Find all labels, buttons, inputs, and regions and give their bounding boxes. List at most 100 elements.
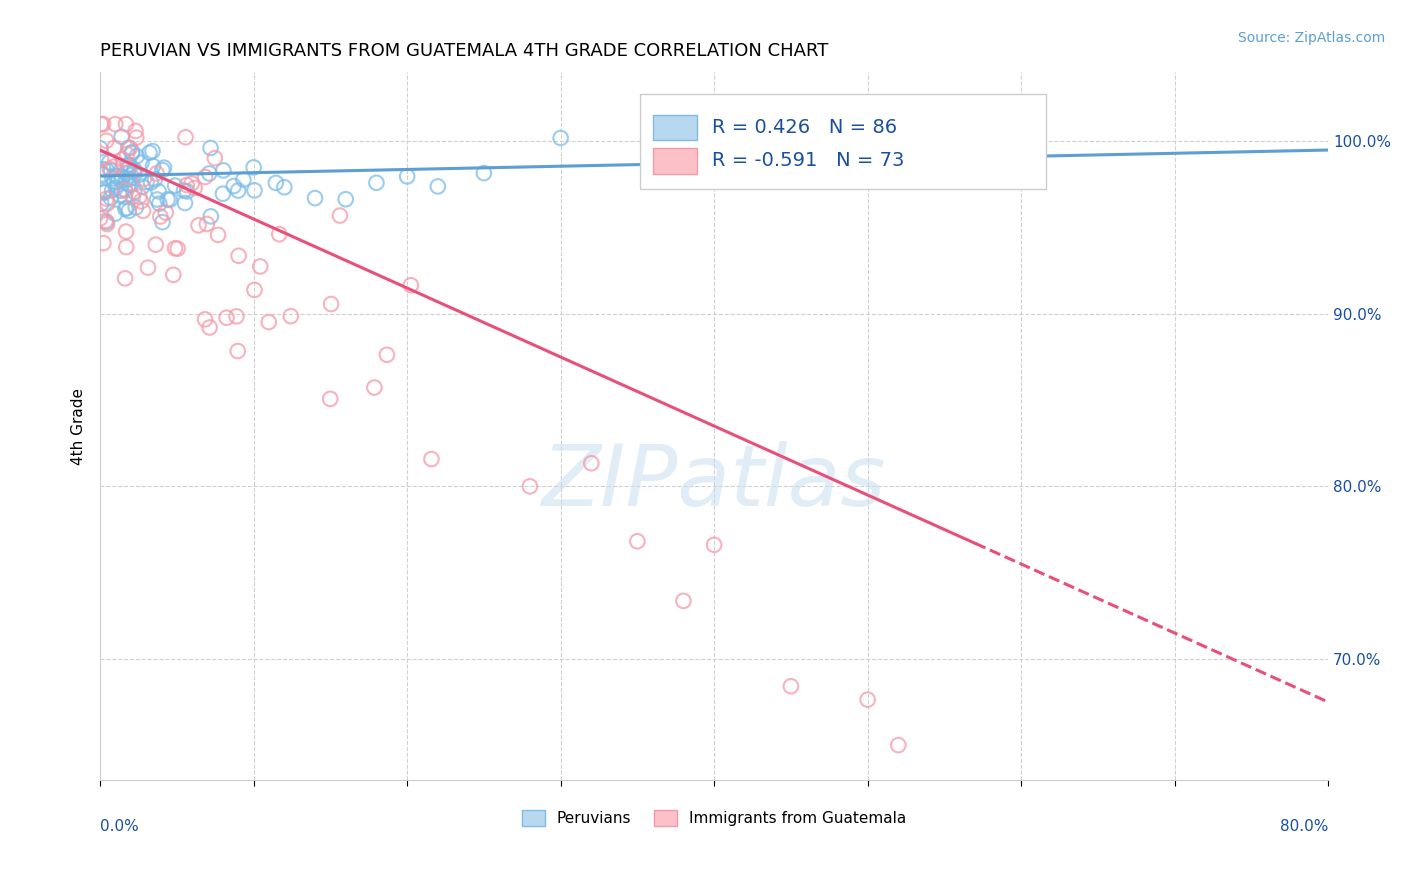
Point xyxy=(222,179,245,194)
Point xyxy=(672,594,695,608)
Point xyxy=(145,237,167,252)
Point xyxy=(108,188,131,202)
Point xyxy=(150,163,173,178)
Point xyxy=(519,479,541,493)
Point xyxy=(117,166,139,180)
Point xyxy=(200,210,222,224)
Point xyxy=(124,124,146,138)
Point xyxy=(117,141,139,155)
Point xyxy=(93,186,115,200)
Point xyxy=(111,153,134,167)
Point xyxy=(96,196,118,211)
Point xyxy=(780,679,803,693)
Point xyxy=(100,163,122,178)
Point xyxy=(98,155,121,169)
Point xyxy=(195,217,218,231)
Point xyxy=(103,175,125,189)
Point xyxy=(212,186,235,201)
Point xyxy=(626,534,648,549)
Point xyxy=(212,163,235,178)
Point xyxy=(101,183,124,197)
Point xyxy=(105,175,128,189)
Point xyxy=(143,172,166,186)
Point xyxy=(94,214,117,228)
Point xyxy=(174,196,197,211)
Point xyxy=(176,185,198,199)
Y-axis label: 4th Grade: 4th Grade xyxy=(72,387,86,465)
Point xyxy=(329,209,352,223)
Text: ZIPatlas: ZIPatlas xyxy=(541,442,886,524)
Point xyxy=(146,193,169,207)
Point xyxy=(145,166,167,180)
Point xyxy=(148,185,170,199)
Point xyxy=(163,241,186,255)
Point xyxy=(228,249,250,263)
Point xyxy=(114,190,136,204)
Point xyxy=(139,176,162,190)
Point xyxy=(243,183,266,197)
Point xyxy=(114,202,136,216)
Point xyxy=(215,310,238,325)
Point xyxy=(96,215,118,229)
Point xyxy=(122,164,145,178)
Text: R = -0.591   N = 73: R = -0.591 N = 73 xyxy=(711,152,904,170)
Point xyxy=(173,184,195,198)
Point xyxy=(166,242,188,256)
Point xyxy=(420,452,443,467)
Point xyxy=(115,225,138,239)
Point xyxy=(149,210,172,224)
Point xyxy=(138,145,160,160)
Point xyxy=(226,184,249,198)
Point xyxy=(103,141,125,155)
Point xyxy=(93,183,115,197)
Point xyxy=(96,217,118,231)
Point xyxy=(118,172,141,186)
Point xyxy=(114,182,136,196)
Point xyxy=(96,192,118,206)
Point xyxy=(366,176,388,190)
Point xyxy=(125,130,148,145)
Point xyxy=(114,271,136,285)
Point xyxy=(198,320,221,334)
Point xyxy=(165,178,187,193)
Point xyxy=(125,200,148,214)
Point xyxy=(176,178,198,192)
Point xyxy=(131,179,153,194)
Text: Source: ZipAtlas.com: Source: ZipAtlas.com xyxy=(1237,31,1385,45)
Point xyxy=(232,172,254,186)
Point xyxy=(269,227,291,242)
Point xyxy=(105,169,128,184)
Point xyxy=(142,159,165,173)
Point xyxy=(132,171,155,186)
Point xyxy=(363,380,385,394)
Point xyxy=(129,194,152,209)
Point xyxy=(180,177,202,191)
Text: R = 0.426   N = 86: R = 0.426 N = 86 xyxy=(711,118,897,137)
Point xyxy=(304,191,326,205)
Point xyxy=(96,134,118,148)
Point xyxy=(426,179,449,194)
Point xyxy=(273,180,295,194)
Point xyxy=(110,129,132,144)
Point xyxy=(118,158,141,172)
Point xyxy=(103,160,125,174)
Point xyxy=(128,189,150,203)
Point xyxy=(131,155,153,169)
Point xyxy=(120,178,142,192)
Point xyxy=(472,166,495,180)
FancyBboxPatch shape xyxy=(641,94,1046,189)
Point xyxy=(225,310,247,324)
Point xyxy=(122,185,145,199)
Point xyxy=(110,173,132,187)
Point xyxy=(124,162,146,177)
Point xyxy=(243,283,266,297)
Point xyxy=(104,117,127,131)
Point xyxy=(104,207,127,221)
Point xyxy=(703,538,725,552)
Point xyxy=(115,240,138,254)
FancyBboxPatch shape xyxy=(652,115,697,140)
Point xyxy=(264,176,287,190)
Point xyxy=(152,215,174,229)
Point xyxy=(111,169,134,184)
Point xyxy=(125,149,148,163)
